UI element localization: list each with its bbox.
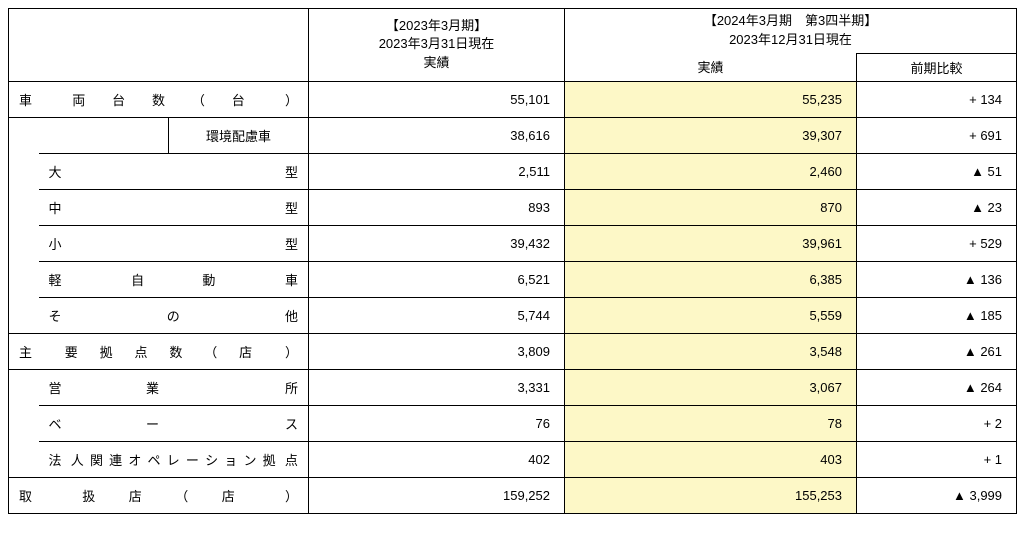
row-diff: + 691 bbox=[857, 117, 1017, 153]
row-gutter bbox=[9, 261, 39, 297]
label-spread: 軽自動車 bbox=[49, 270, 299, 289]
financial-table: 【2023年3月期】 2023年3月31日現在 実績 【2024年3月期 第3四… bbox=[8, 8, 1017, 514]
row-label: 小型 bbox=[39, 225, 309, 261]
row-diff: ▲ 261 bbox=[857, 333, 1017, 369]
row-v2: 6,385 bbox=[565, 261, 857, 297]
row-diff: ▲ 51 bbox=[857, 153, 1017, 189]
row-v2: 3,548 bbox=[565, 333, 857, 369]
row-v1: 39,432 bbox=[309, 225, 565, 261]
row-diff: + 529 bbox=[857, 225, 1017, 261]
row-gutter bbox=[9, 225, 39, 261]
row-diff: ▲ 3,999 bbox=[857, 477, 1017, 513]
table-row: 軽自動車 6,521 6,385 ▲ 136 bbox=[9, 261, 1017, 297]
row-label: 中型 bbox=[39, 189, 309, 225]
label-spread: 主要拠点数（店） bbox=[19, 342, 298, 361]
row-diff: ▲ 264 bbox=[857, 369, 1017, 405]
header-col1-line2: 2023年3月31日現在 bbox=[379, 36, 495, 51]
label-spread: 営業所 bbox=[49, 378, 299, 397]
label-spread: 法人関連オペレーション拠点 bbox=[49, 450, 299, 469]
row-v2: 39,961 bbox=[565, 225, 857, 261]
header-col1-line1: 【2023年3月期】 bbox=[386, 18, 487, 33]
row-label: その他 bbox=[39, 297, 309, 333]
row-gutter bbox=[9, 189, 39, 225]
row-v1: 5,744 bbox=[309, 297, 565, 333]
label-spread: ベース bbox=[49, 414, 299, 433]
row-v2: 39,307 bbox=[565, 117, 857, 153]
row-label: ベース bbox=[39, 405, 309, 441]
label-spread: 中型 bbox=[49, 198, 299, 217]
table-row: 取扱店（店） 159,252 155,253 ▲ 3,999 bbox=[9, 477, 1017, 513]
row-v2: 403 bbox=[565, 441, 857, 477]
header-col2-line1: 【2024年3月期 第3四半期】 bbox=[704, 13, 877, 28]
row-v1: 76 bbox=[309, 405, 565, 441]
row-v1: 6,521 bbox=[309, 261, 565, 297]
table-row: 主要拠点数（店） 3,809 3,548 ▲ 261 bbox=[9, 333, 1017, 369]
row-gutter bbox=[9, 441, 39, 477]
header-col1: 【2023年3月期】 2023年3月31日現在 実績 bbox=[309, 9, 565, 82]
table-row: その他 5,744 5,559 ▲ 185 bbox=[9, 297, 1017, 333]
row-gutter bbox=[9, 405, 39, 441]
row-v1: 893 bbox=[309, 189, 565, 225]
table-header-row: 【2023年3月期】 2023年3月31日現在 実績 【2024年3月期 第3四… bbox=[9, 9, 1017, 54]
row-v1: 55,101 bbox=[309, 81, 565, 117]
label-spread: その他 bbox=[49, 306, 299, 325]
row-gutter bbox=[9, 297, 39, 333]
row-v1: 402 bbox=[309, 441, 565, 477]
row-label: 車両台数（台） bbox=[9, 81, 309, 117]
row-diff: + 134 bbox=[857, 81, 1017, 117]
table-row: 車両台数（台） 55,101 55,235 + 134 bbox=[9, 81, 1017, 117]
table-row: 環境配慮車 38,616 39,307 + 691 bbox=[9, 117, 1017, 153]
row-label: 環境配慮車 bbox=[169, 117, 309, 153]
table-row: 大型 2,511 2,460 ▲ 51 bbox=[9, 153, 1017, 189]
row-v1: 2,511 bbox=[309, 153, 565, 189]
row-gutter bbox=[9, 369, 39, 405]
row-label: 営業所 bbox=[39, 369, 309, 405]
row-v2: 78 bbox=[565, 405, 857, 441]
table-row: 法人関連オペレーション拠点 402 403 + 1 bbox=[9, 441, 1017, 477]
row-v1: 3,331 bbox=[309, 369, 565, 405]
row-v1: 38,616 bbox=[309, 117, 565, 153]
header-col2-top: 【2024年3月期 第3四半期】 2023年12月31日現在 bbox=[565, 9, 1017, 54]
header-blank bbox=[9, 9, 309, 82]
label-spread: 取扱店（店） bbox=[19, 486, 298, 505]
header-col2-line2: 2023年12月31日現在 bbox=[729, 32, 852, 47]
row-v2: 5,559 bbox=[565, 297, 857, 333]
header-col1-line3: 実績 bbox=[423, 55, 449, 70]
label-spread: 車両台数（台） bbox=[19, 90, 298, 109]
row-label: 大型 bbox=[39, 153, 309, 189]
row-v1: 3,809 bbox=[309, 333, 565, 369]
row-v2: 870 bbox=[565, 189, 857, 225]
label-spread: 小型 bbox=[49, 234, 299, 253]
row-label: 取扱店（店） bbox=[9, 477, 309, 513]
row-v2: 3,067 bbox=[565, 369, 857, 405]
row-v2: 2,460 bbox=[565, 153, 857, 189]
table-row: 営業所 3,331 3,067 ▲ 264 bbox=[9, 369, 1017, 405]
row-label: 軽自動車 bbox=[39, 261, 309, 297]
row-label: 主要拠点数（店） bbox=[9, 333, 309, 369]
row-diff: ▲ 23 bbox=[857, 189, 1017, 225]
row-label-blank bbox=[9, 117, 169, 153]
row-v2: 155,253 bbox=[565, 477, 857, 513]
row-diff: + 1 bbox=[857, 441, 1017, 477]
row-gutter bbox=[9, 153, 39, 189]
row-v1: 159,252 bbox=[309, 477, 565, 513]
header-col2-sub: 実績 bbox=[565, 53, 857, 81]
row-v2: 55,235 bbox=[565, 81, 857, 117]
row-diff: ▲ 136 bbox=[857, 261, 1017, 297]
row-diff: ▲ 185 bbox=[857, 297, 1017, 333]
table-row: ベース 76 78 + 2 bbox=[9, 405, 1017, 441]
header-col3: 前期比較 bbox=[857, 53, 1017, 81]
label-spread: 大型 bbox=[49, 162, 299, 181]
table-row: 中型 893 870 ▲ 23 bbox=[9, 189, 1017, 225]
row-label: 法人関連オペレーション拠点 bbox=[39, 441, 309, 477]
table-row: 小型 39,432 39,961 + 529 bbox=[9, 225, 1017, 261]
row-diff: + 2 bbox=[857, 405, 1017, 441]
